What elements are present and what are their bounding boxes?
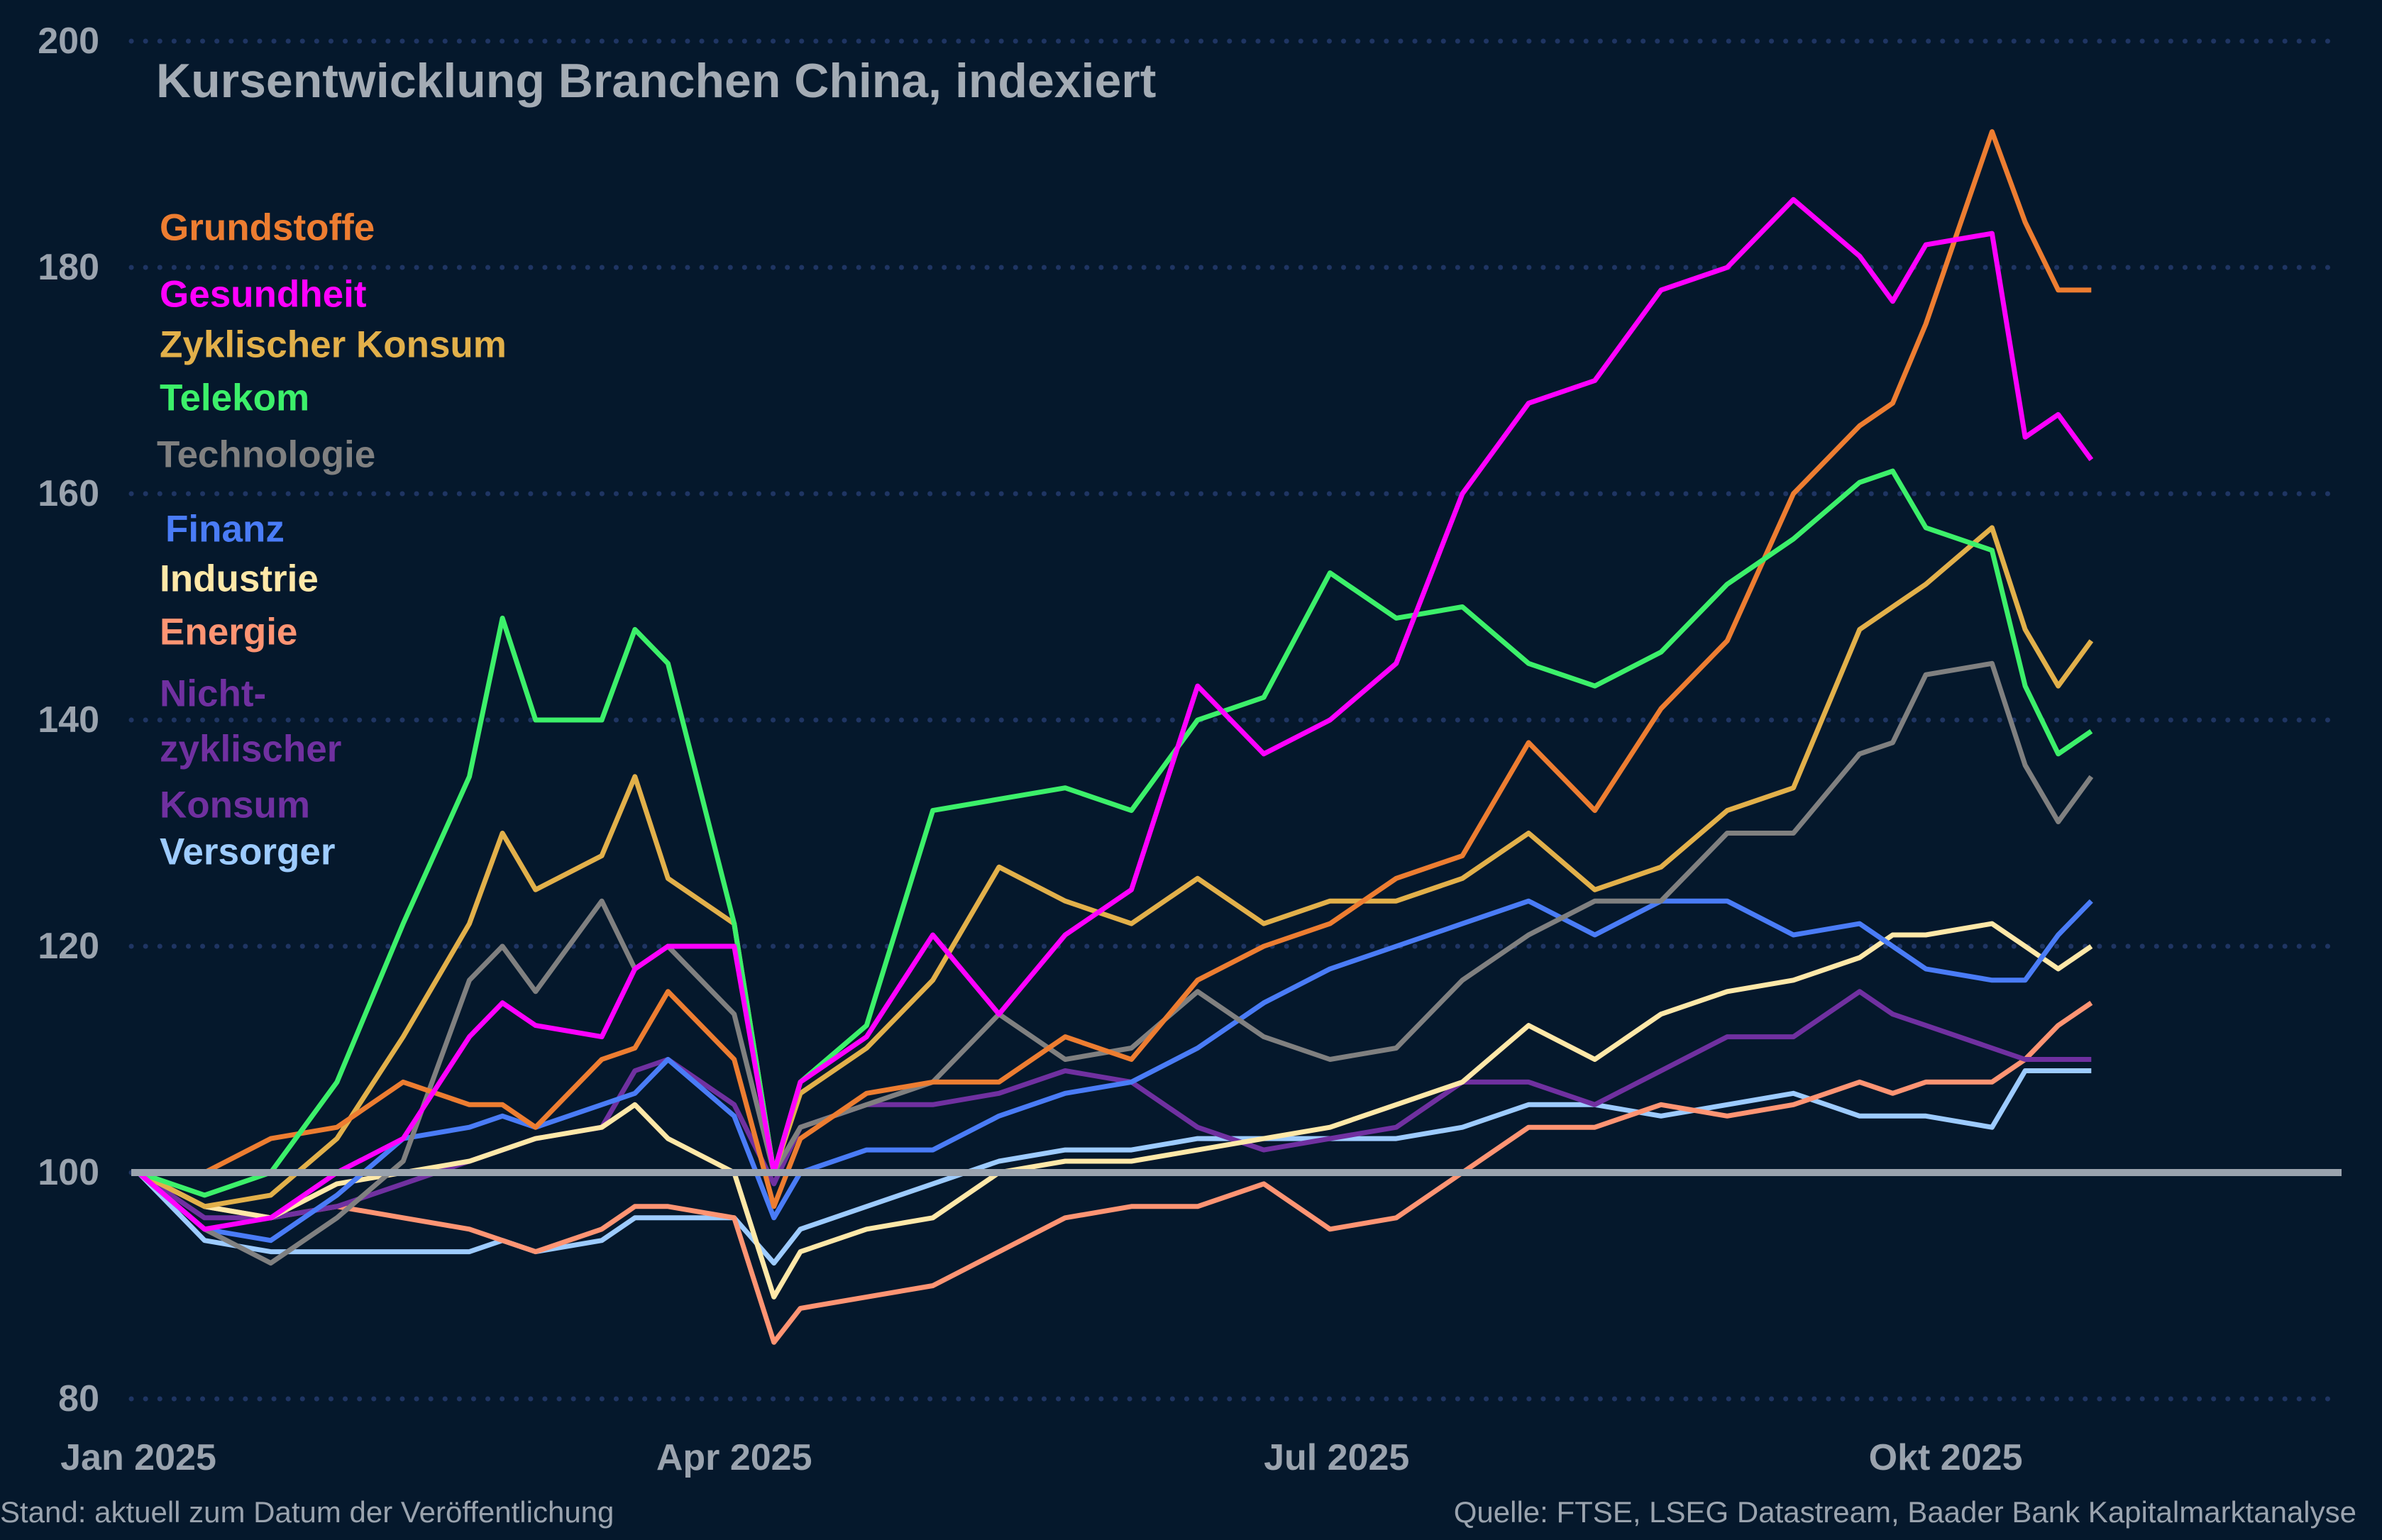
series-line-technologie — [136, 660, 2094, 1266]
legend-item-finanz: Finanz — [165, 508, 285, 550]
legend-item-industrie: Industrie — [160, 558, 319, 600]
legend-item-telekom: Telekom — [160, 377, 310, 419]
legend-item-nicht-zyklischer-3: Konsum — [160, 784, 310, 826]
y-tick-label: 140 — [38, 699, 99, 741]
series-lines — [131, 129, 2342, 1345]
legend-item-grundstoffe: Grundstoffe — [160, 206, 375, 249]
series-line-grundstoffe — [138, 129, 2092, 1209]
chart-title: Kursentwicklung Branchen China, indexier… — [156, 54, 1157, 108]
legend-item-versorger: Versorger — [160, 831, 336, 873]
y-tick-label: 100 — [38, 1152, 99, 1193]
legend-item-nicht-zyklischer-2: zyklischer — [160, 728, 342, 770]
y-tick-label: 160 — [38, 473, 99, 514]
y-tick-label: 80 — [58, 1378, 99, 1419]
series-line-industrie — [137, 921, 2093, 1300]
footer-stand: Stand: aktuell zum Datum der Veröffentli… — [0, 1495, 614, 1529]
legend-item-energie: Energie — [160, 611, 298, 653]
legend-item-zyklischer-konsum: Zyklischer Konsum — [160, 323, 507, 366]
series-line-telekom — [137, 468, 2093, 1198]
series-line-energie — [137, 1000, 2093, 1345]
series-line-finanz — [136, 898, 2093, 1243]
series-line-gesundheit — [136, 196, 2094, 1232]
legend-item-nicht-zyklischer-1: Nicht- — [160, 672, 267, 715]
x-tick-label: Jul 2025 — [1264, 1437, 1410, 1478]
legend-item-technologie: Technologie — [157, 433, 376, 476]
footer-source: Quelle: FTSE, LSEG Datastream, Baader Ba… — [1453, 1495, 2356, 1529]
y-tick-label: 180 — [38, 247, 99, 288]
x-tick-label: Okt 2025 — [1868, 1437, 2023, 1478]
series-line-versorger — [136, 1068, 2092, 1266]
y-tick-label: 120 — [38, 926, 99, 967]
y-tick-label: 200 — [38, 21, 99, 62]
x-tick-label: Apr 2025 — [656, 1437, 812, 1478]
legend-item-gesundheit: Gesundheit — [160, 273, 367, 316]
x-tick-label: Jan 2025 — [60, 1437, 216, 1478]
